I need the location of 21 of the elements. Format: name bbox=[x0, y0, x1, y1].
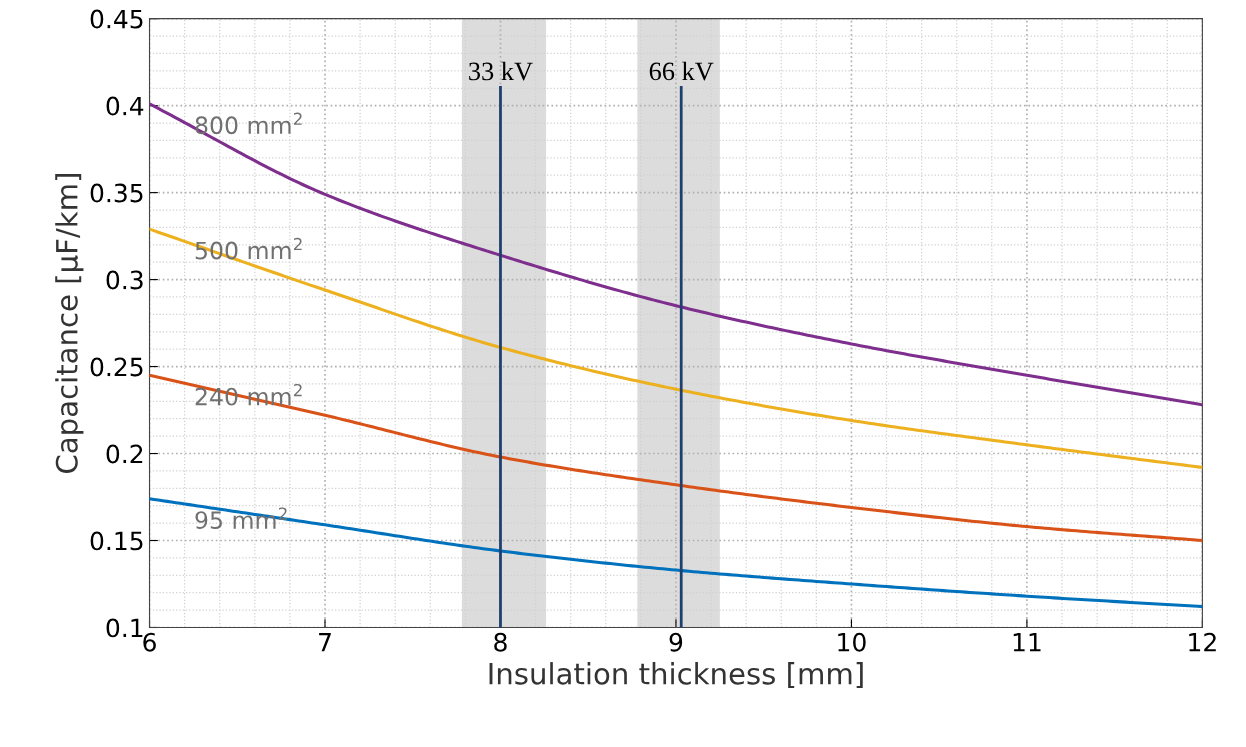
x-tick-label: 8 bbox=[494, 632, 507, 652]
x-tick-label: 10 bbox=[838, 632, 866, 652]
y-tick-label: 0.25 bbox=[90, 357, 143, 377]
x-tick-label: 7 bbox=[319, 633, 331, 652]
y-tick-label: 0.35 bbox=[90, 183, 143, 203]
y-tick-label: 0.3 bbox=[106, 270, 143, 290]
y-axis-title: Capacitance [μF/km] bbox=[55, 174, 84, 473]
series-label: 95 mm$^{2}$ bbox=[195, 507, 287, 530]
y-tick-label: 0.15 bbox=[90, 531, 143, 551]
x-tick-label: 9 bbox=[669, 632, 683, 652]
y-tick-label: 0.45 bbox=[90, 9, 143, 29]
series-label: 800 mm$^{2}$ bbox=[195, 112, 302, 135]
x-tick-label: 11 bbox=[1013, 633, 1041, 652]
x-tick-label: 6 bbox=[143, 632, 156, 652]
x-tick-label: 12 bbox=[1189, 632, 1216, 652]
y-tick-label: 0.2 bbox=[106, 444, 143, 464]
ref-line-label: 66 kV bbox=[649, 61, 714, 81]
x-axis-title: Insulation thickness [mm] bbox=[489, 662, 863, 689]
y-tick-label: 0.4 bbox=[106, 96, 144, 116]
y-tick-label: 0.1 bbox=[106, 618, 143, 638]
ref-line-label: 33 kV bbox=[469, 61, 533, 81]
